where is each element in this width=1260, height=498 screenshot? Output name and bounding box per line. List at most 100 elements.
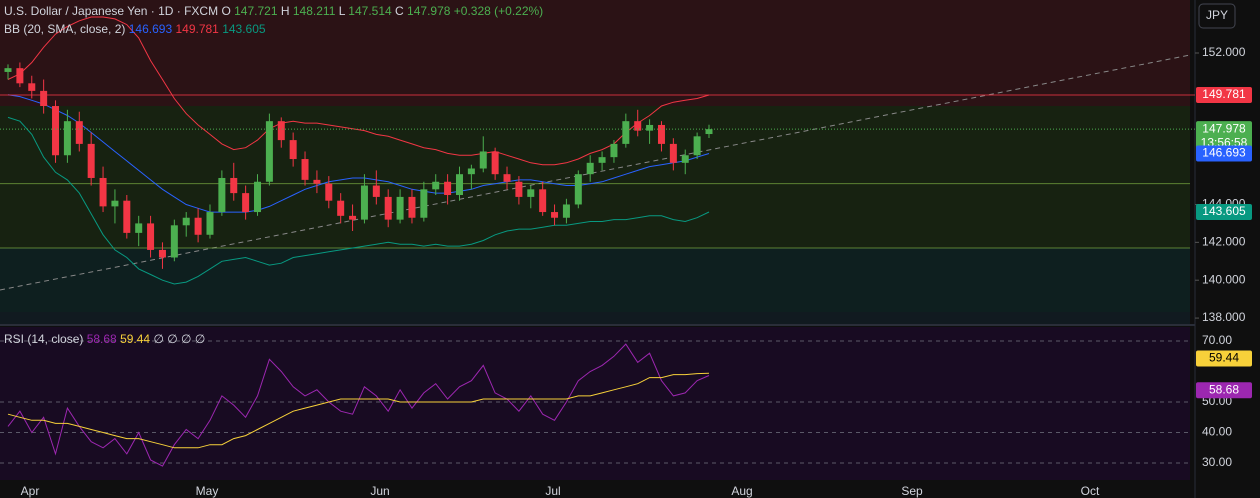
zone-range [0,106,1190,248]
candle-body [360,185,368,220]
candle-body [444,181,452,196]
candle-body [408,196,416,218]
candle-body [123,200,131,233]
indicator-name: BB (20, SMA, close, 2) [4,22,125,36]
ohlc-value: 148.211 [293,4,336,18]
legend: RSI (14, close) 58.68 59.44 ∅ ∅ ∅ ∅ [4,332,205,346]
candle-body [669,143,677,163]
candle-body [372,185,380,197]
price-badge-label: 149.781 [1202,87,1246,101]
candle-body [420,189,428,218]
ohlc-label: H [281,4,290,18]
x-tick-label: May [196,484,219,498]
candle-body [455,174,463,196]
candle-body [75,121,83,144]
x-tick-label: Apr [21,484,40,498]
candle-body [28,83,36,91]
currency-button[interactable] [1198,3,1236,29]
indicator-value: 58.68 [87,332,117,346]
candle-body [574,174,582,205]
candle-body [349,215,357,220]
price-badge [1196,382,1252,399]
candle-body [325,183,333,201]
rsi-pane [0,327,1190,480]
ohlc-value: 147.978 [407,4,451,18]
trend-line [0,54,1191,291]
candle-body [432,181,440,190]
price-badge-label: 143.605 [1202,204,1246,218]
candle-body [158,249,166,258]
indicator-value: 143.605 [222,22,266,36]
candle-body [634,121,642,131]
ohlc-value: 147.514 [348,4,392,18]
price-badge [1196,203,1252,220]
symbol: U.S. Dollar / Japanese Yen · 1D · FXCM [4,4,218,18]
candle-body [551,212,559,218]
price-badge-label: 58.68 [1209,382,1239,396]
candle-body [242,193,250,213]
candle-body [562,204,570,218]
y-tick-label: 140.000 [1202,272,1246,286]
candle-body [384,196,392,220]
candle-body [147,223,155,250]
candle-body [622,121,630,144]
candle-body [182,217,190,226]
rsi-tick-label: 40.00 [1202,425,1232,439]
price-badge [1196,350,1252,367]
candle-body [479,151,487,169]
candle-body [337,200,345,216]
candle-body [87,143,95,178]
candle-body [277,121,285,141]
candle-body [646,124,654,131]
indicator-value: 59.44 [120,332,150,346]
ohlc-label: O [221,4,230,18]
candle-body [301,159,309,180]
bb-line [7,116,710,285]
indicator-extra: ∅ ∅ ∅ ∅ [153,332,205,346]
candle-body [254,181,262,213]
candle-body [170,225,178,258]
candle-body [99,177,107,207]
candle-body [63,121,71,156]
price-badge-label: 147.978 [1202,121,1246,135]
candle-body [40,90,48,107]
change: +0.328 (+0.22%) [454,4,543,18]
candle-body [16,68,24,84]
candle-body [681,155,689,163]
x-tick-label: Oct [1081,484,1100,498]
currency[interactable]: JPY [1206,8,1228,22]
candle-body [598,157,606,163]
x-tick-label: Aug [731,484,752,498]
candle-body [657,124,665,144]
y-tick-label: 142.000 [1202,235,1246,249]
candle-body [52,106,60,156]
candle-body [135,223,143,233]
candle-body [515,181,523,197]
indicator-value: 149.781 [175,22,219,36]
candle-body [265,121,273,182]
candle-body [693,136,701,156]
candle-body [586,162,594,175]
price-badge [1196,87,1252,104]
ohlc-label: C [395,4,404,18]
candle-body [313,179,321,184]
candle-body [4,68,12,72]
candle-body [111,200,119,207]
x-tick-label: Sep [901,484,923,498]
indicator-value: 146.693 [129,22,173,36]
rsi-tick-label: 70.00 [1202,333,1232,347]
price-badge [1196,121,1252,152]
zone-base [0,312,1190,324]
x-tick-label: Jul [545,484,560,498]
candle-body [467,168,475,175]
candle-body [539,189,547,213]
candle-body [206,212,214,235]
candle-body [705,129,713,135]
candle-body [610,143,618,158]
candle-body [503,174,511,182]
candle-body [218,177,226,213]
candle-body [194,217,202,235]
candle-body [491,151,499,175]
